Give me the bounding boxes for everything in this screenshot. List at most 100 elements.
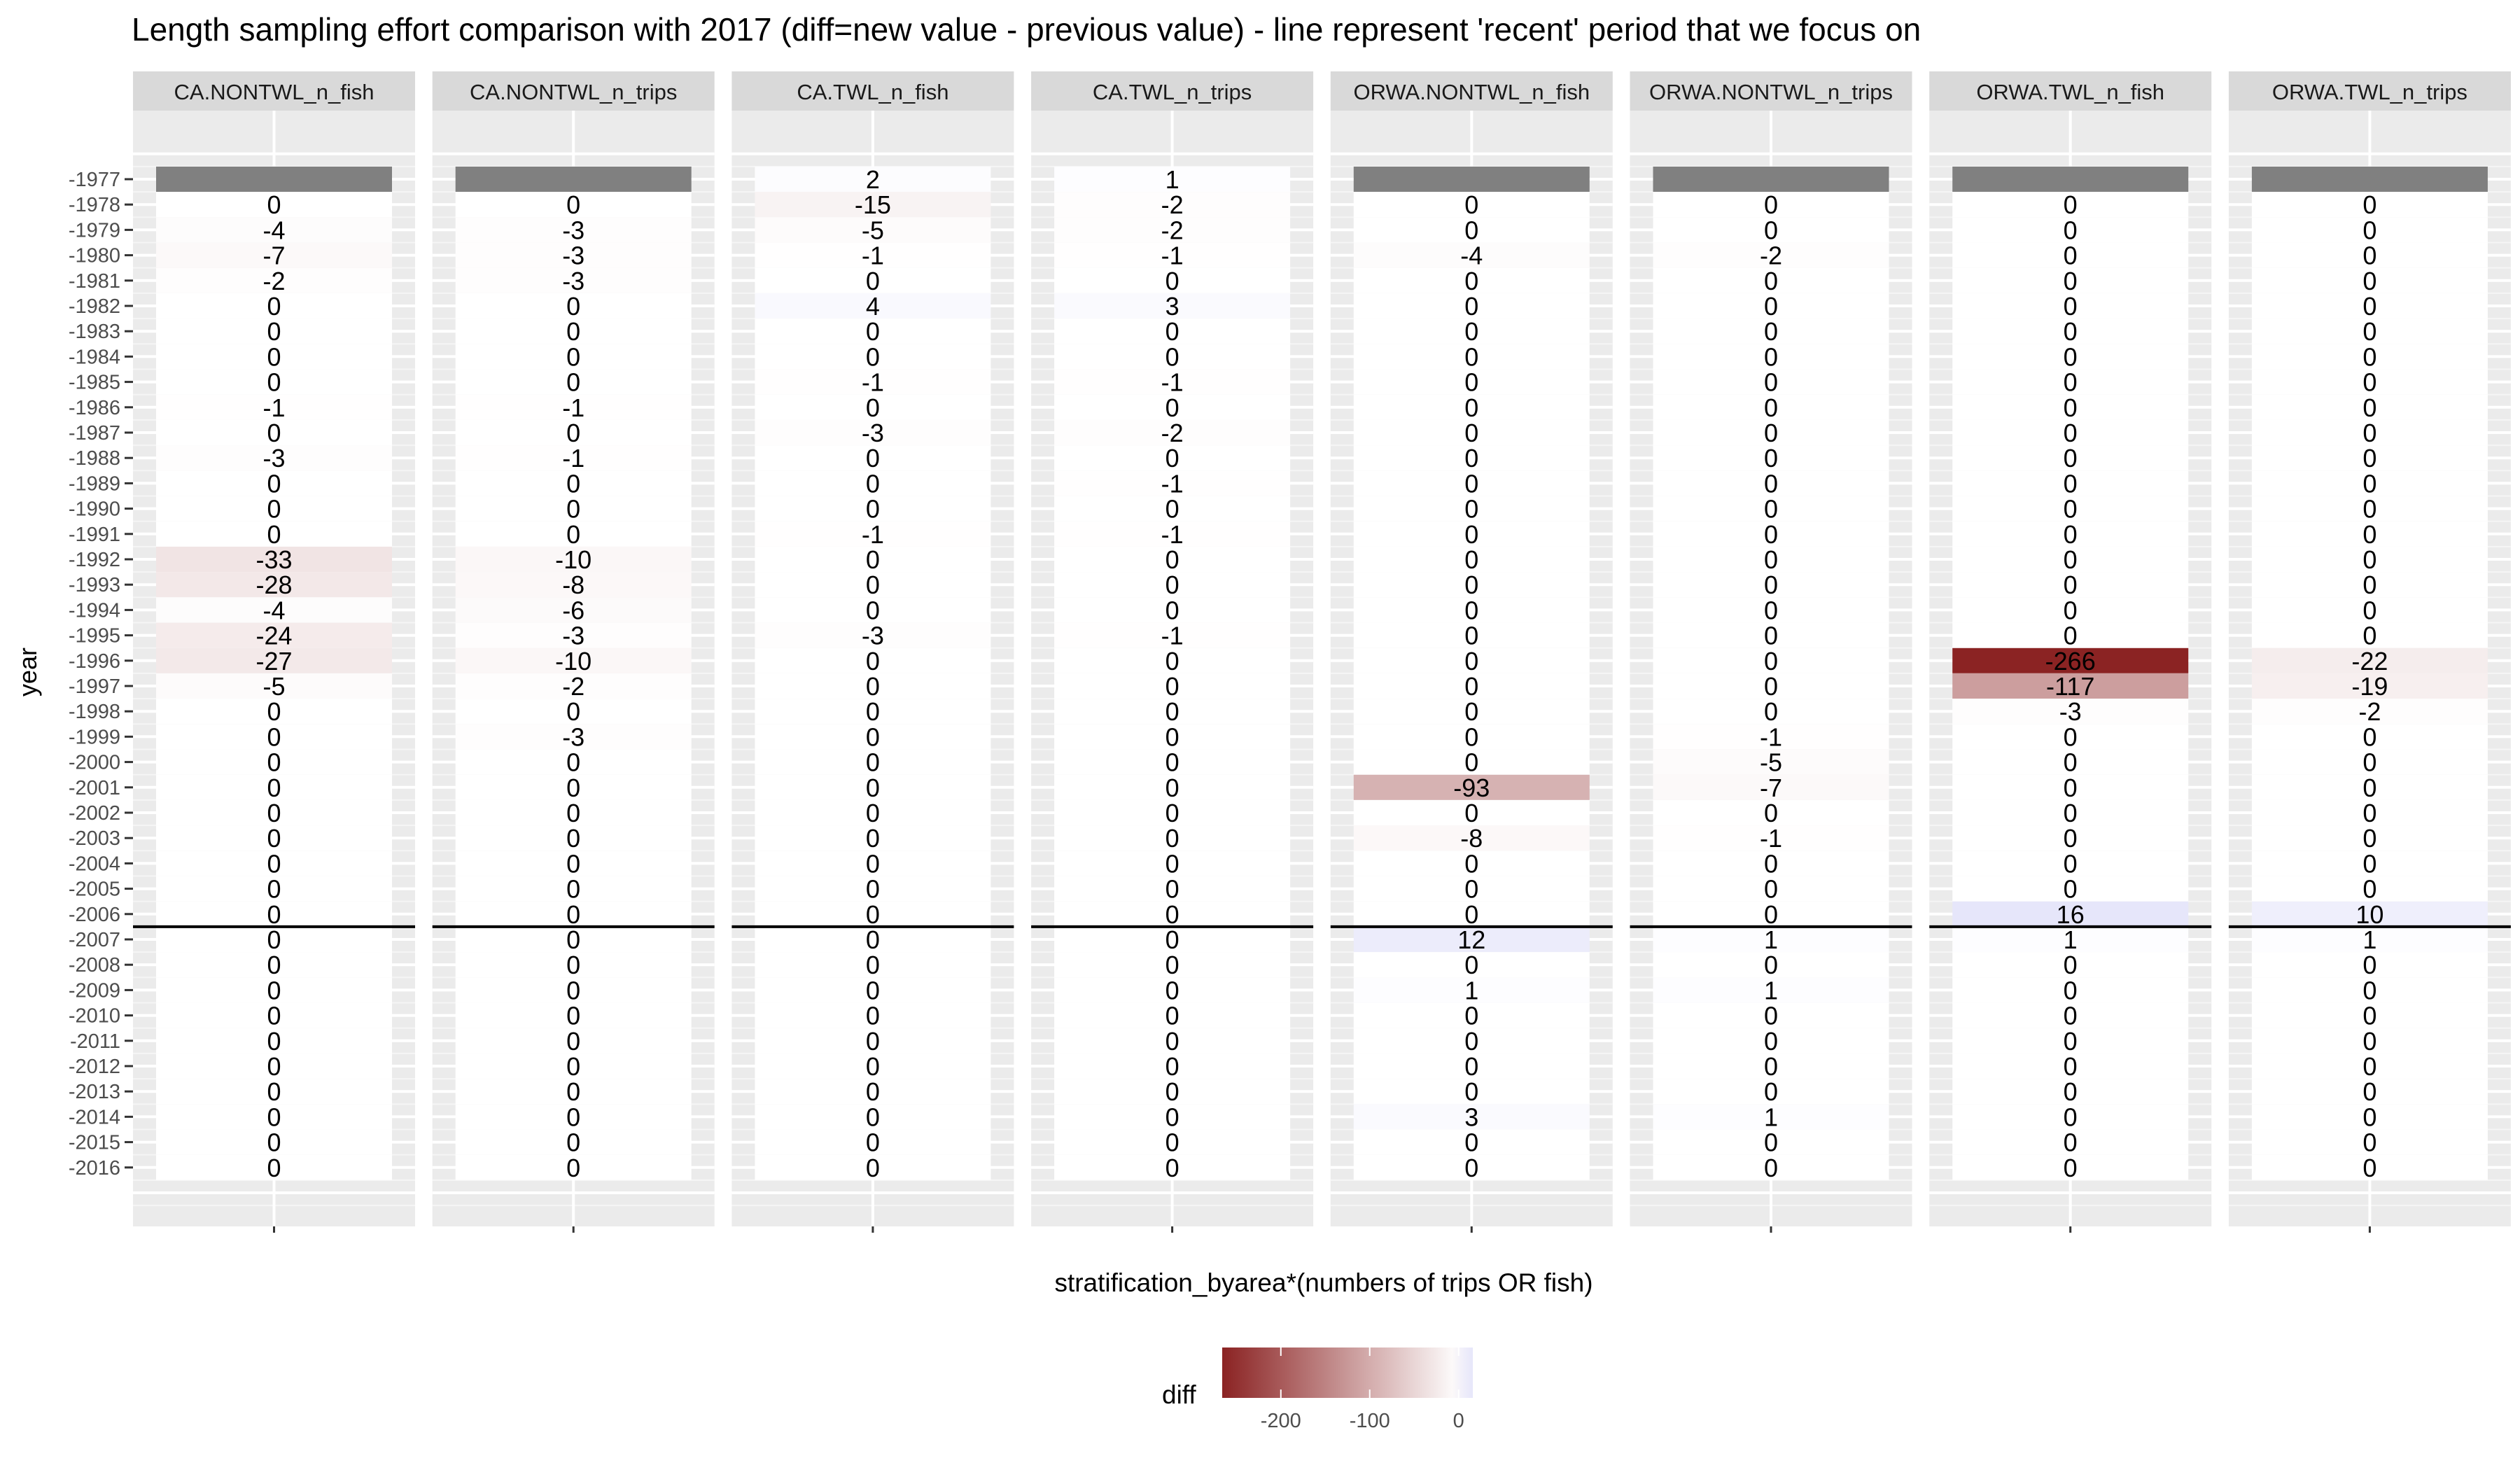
heatmap-tile: [1353, 825, 1590, 851]
heatmap-tile: [1054, 242, 1291, 268]
tile-value-label: 0: [866, 444, 880, 472]
heatmap-tile: [2251, 901, 2488, 927]
tile-value-label: 0: [866, 267, 880, 295]
heatmap-tile: [1952, 622, 2189, 648]
heatmap-tile: [2251, 927, 2488, 952]
heatmap-tile: [455, 952, 692, 978]
heatmap-tile: [1653, 1002, 1889, 1028]
heatmap-tile: [2251, 724, 2488, 750]
heatmap-tile: [1952, 876, 2189, 902]
heatmap-tile: [1054, 800, 1291, 825]
heatmap-tile: [455, 369, 692, 395]
heatmap-tile: [455, 977, 692, 1003]
tile-value-label: 0: [1464, 951, 1478, 979]
tile-value-label: -2: [562, 672, 584, 701]
heatmap-tile: [755, 1154, 991, 1180]
tile-value-label: 0: [866, 317, 880, 346]
heatmap-tile: [1952, 167, 2189, 192]
heatmap-tile: [156, 521, 392, 547]
tile-value-label: 0: [1166, 799, 1180, 827]
heatmap-tile: [156, 876, 392, 902]
heatmap-tile: [2251, 1002, 2488, 1028]
tile-value-label: 0: [1464, 748, 1478, 777]
heatmap-tile: [755, 1002, 991, 1028]
legend-title: diff: [1162, 1380, 1196, 1409]
tile-value-label: -28: [255, 570, 292, 599]
heatmap-tile: [455, 901, 692, 927]
tile-value-label: -5: [1760, 748, 1782, 777]
heatmap-tile: [1054, 1104, 1291, 1130]
tile-value-label: 1: [1764, 976, 1778, 1004]
heatmap-tile: [755, 673, 991, 699]
tile-value-label: 0: [2064, 469, 2078, 498]
y-tick-label: -1999: [69, 726, 120, 748]
heatmap-tile: [1952, 420, 2189, 445]
heatmap-tile: [1952, 977, 2189, 1003]
tile-value-label: 0: [2362, 545, 2376, 574]
y-tick-label: -1981: [69, 270, 120, 293]
tile-value-label: 0: [1464, 875, 1478, 904]
tile-value-label: 0: [2362, 190, 2376, 219]
heatmap-tile: [2251, 445, 2488, 471]
heatmap-tile: [755, 1054, 991, 1079]
tile-value-label: 0: [566, 875, 580, 904]
heatmap-tile: [156, 547, 392, 572]
tile-value-label: 0: [1464, 1027, 1478, 1056]
tile-value-label: -19: [2351, 672, 2388, 701]
y-tick-label: -1996: [69, 650, 120, 673]
tile-value-label: 0: [267, 722, 281, 751]
tile-value-label: -1: [1161, 622, 1184, 650]
tile-value-label: -2: [1161, 190, 1184, 219]
heatmap-tile: [1353, 167, 1590, 192]
heatmap-tile: [1653, 749, 1889, 775]
tile-value-label: 0: [2362, 368, 2376, 397]
tile-value-label: 0: [267, 469, 281, 498]
tile-value-label: 0: [866, 393, 880, 422]
heatmap-tile: [1353, 572, 1590, 598]
tile-value-label: 0: [866, 722, 880, 751]
y-tick-label: -1984: [69, 346, 120, 368]
tile-value-label: -1: [1760, 722, 1782, 751]
tile-value-label: 0: [2064, 292, 2078, 321]
tile-value-label: 0: [866, 1128, 880, 1157]
tile-value-label: 0: [267, 925, 281, 954]
heatmap-tile: [2251, 318, 2488, 344]
y-tick-label: -1977: [69, 169, 120, 191]
tile-value-label: 0: [1764, 647, 1778, 676]
tile-value-label: 0: [2362, 849, 2376, 878]
heatmap-tile: [455, 496, 692, 522]
tile-value-label: 0: [2362, 976, 2376, 1004]
tile-value-label: 0: [2362, 722, 2376, 751]
tile-value-label: 0: [1764, 267, 1778, 295]
tile-value-label: 0: [2064, 216, 2078, 244]
tile-value-label: 0: [267, 976, 281, 1004]
tile-value-label: 0: [866, 596, 880, 624]
tile-value-label: 0: [1764, 393, 1778, 422]
heatmap-tile: [1653, 572, 1889, 598]
tile-value-label: 0: [2064, 774, 2078, 802]
heatmap-tile: [455, 267, 692, 293]
tile-value-label: 1: [2362, 925, 2376, 954]
heatmap-tile: [1054, 394, 1291, 420]
heatmap-tile: [1952, 293, 2189, 318]
heatmap-tile: [1054, 344, 1291, 370]
heatmap-tile: [2251, 369, 2488, 395]
heatmap-tile: [156, 1079, 392, 1105]
heatmap-tile: [755, 1028, 991, 1054]
tile-value-label: 0: [2064, 722, 2078, 751]
tile-value-label: 0: [866, 672, 880, 701]
tile-value-label: 0: [1166, 951, 1180, 979]
heatmap-tile: [1353, 369, 1590, 395]
heatmap-tile: [455, 217, 692, 243]
heatmap-tile: [455, 876, 692, 902]
y-tick-label: -1990: [69, 498, 120, 521]
facet-panel: ORWA.TWL_n_trips000000000000000000-22-19…: [2228, 71, 2511, 1233]
y-tick-label: -2012: [69, 1056, 120, 1078]
heatmap-tile: [156, 749, 392, 775]
heatmap-tile: [156, 369, 392, 395]
heatmap-tile: [1952, 901, 2189, 927]
tile-value-label: 0: [2064, 342, 2078, 371]
tile-value-label: 0: [1166, 393, 1180, 422]
heatmap-tile: [156, 648, 392, 673]
tile-value-label: 0: [1464, 1154, 1478, 1182]
